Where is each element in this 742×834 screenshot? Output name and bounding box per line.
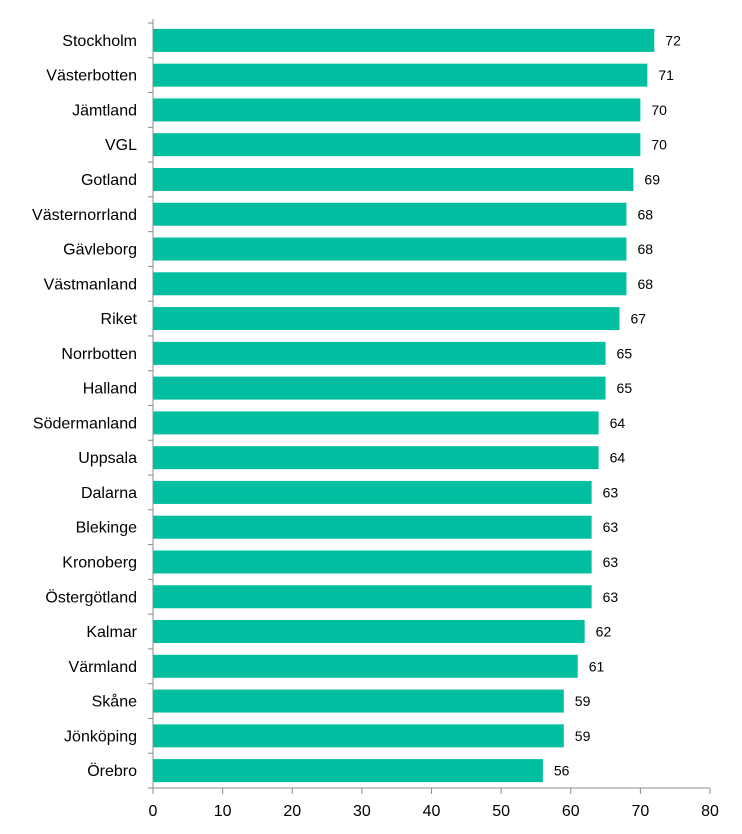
category-label: Skåne	[92, 693, 137, 711]
category-label: Västernorrland	[32, 207, 137, 224]
data-label: 65	[617, 345, 633, 361]
bar	[153, 202, 627, 226]
bar	[153, 341, 606, 365]
category-label: Östergötland	[45, 588, 137, 606]
data-label: 72	[665, 32, 681, 48]
category-label: Södermanland	[33, 415, 137, 432]
category-label: Stockholm	[62, 33, 137, 50]
data-label: 68	[637, 241, 653, 257]
category-label: Dalarna	[81, 485, 137, 502]
category-label: Blekinge	[76, 520, 137, 537]
axes: 0 10 20 30 40 50 60 70 80	[148, 19, 719, 820]
data-label: 65	[617, 380, 633, 396]
value-labels: 72 71 70 70 69 68 68 68 67 65 65 64 64 63 63 63 63 62 61 59…	[554, 32, 681, 778]
bar	[153, 620, 585, 644]
data-label: 70	[651, 102, 667, 118]
data-label: 68	[637, 206, 653, 222]
category-labels: Stockholm Västerbotten Jämtland VGL Gotland V…	[32, 33, 138, 780]
data-label: 64	[610, 450, 626, 466]
category-label: Jönköping	[64, 728, 137, 745]
data-label: 69	[644, 171, 660, 187]
category-label: Riket	[101, 311, 138, 328]
bar	[153, 550, 592, 574]
data-label: 59	[575, 693, 591, 709]
category-label: Västerbotten	[46, 68, 137, 85]
x-tick-label: 30	[353, 803, 371, 820]
data-label: 63	[603, 554, 619, 570]
x-tick-label: 10	[214, 803, 232, 820]
category-label: VGL	[105, 137, 137, 154]
bar	[153, 307, 620, 331]
data-label: 62	[596, 624, 612, 640]
data-label: 63	[603, 484, 619, 500]
data-label: 63	[603, 519, 619, 535]
category-label: Gotland	[81, 172, 137, 189]
bar	[153, 689, 564, 713]
bar	[153, 98, 641, 122]
bar	[153, 272, 627, 296]
bar	[153, 446, 599, 470]
bar	[153, 411, 599, 435]
x-tick-label: 0	[149, 803, 158, 820]
category-label: Örebro	[87, 762, 137, 780]
bar	[153, 480, 592, 504]
data-label: 61	[589, 658, 605, 674]
x-tick-label: 20	[283, 803, 301, 820]
data-label: 56	[554, 763, 570, 779]
category-label: Västmanland	[44, 276, 137, 293]
x-tick-label: 50	[492, 803, 510, 820]
category-label: Norrbotten	[61, 346, 137, 363]
data-label: 63	[603, 589, 619, 605]
x-tick-label: 40	[423, 803, 441, 820]
data-label: 68	[637, 276, 653, 292]
bar	[153, 237, 627, 261]
category-label: Halland	[83, 381, 137, 398]
data-label: 71	[658, 67, 674, 83]
bar	[153, 654, 578, 678]
bar	[153, 759, 543, 783]
bar	[153, 167, 634, 191]
data-label: 70	[651, 137, 667, 153]
data-label: 64	[610, 415, 626, 431]
category-label: Jämtland	[72, 102, 137, 119]
x-tick-label: 60	[562, 803, 580, 820]
data-label: 67	[630, 311, 646, 327]
data-label: 59	[575, 728, 591, 744]
bar	[153, 724, 564, 748]
bars-layer	[153, 28, 655, 783]
bar	[153, 376, 606, 400]
x-tick-label: 70	[631, 803, 649, 820]
bar	[153, 585, 592, 609]
bar	[153, 133, 641, 157]
category-label: Värmland	[69, 659, 137, 676]
category-label: Gävleborg	[63, 242, 137, 259]
category-label: Kronoberg	[62, 554, 137, 571]
bar	[153, 63, 648, 87]
category-label: Kalmar	[86, 624, 137, 641]
bar	[153, 28, 655, 52]
x-tick-label: 80	[701, 803, 719, 820]
category-label: Uppsala	[78, 450, 137, 467]
bar	[153, 515, 592, 539]
